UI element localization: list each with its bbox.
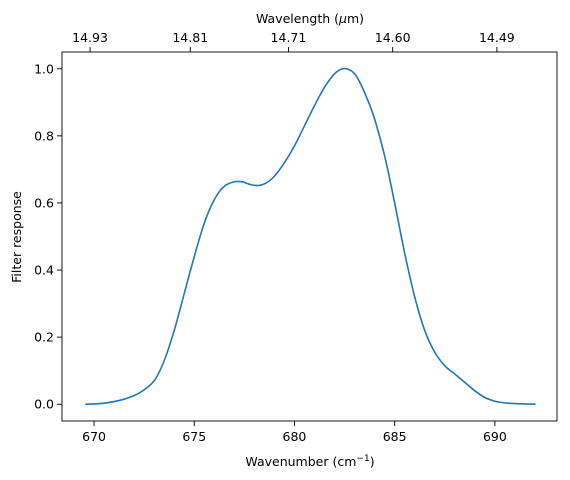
x-tick-label: 685 — [383, 429, 407, 444]
y-tick-label: 0.2 — [34, 330, 54, 345]
filter-response-line — [85, 67, 536, 406]
top-axis-title-mu: μ — [338, 11, 347, 26]
top-tick-label: 14.60 — [375, 30, 411, 45]
x-tick-label: 680 — [283, 429, 307, 444]
axes-frame — [61, 51, 558, 422]
y-tick-label: 0.6 — [34, 195, 54, 210]
top-axis-title: Wavelength (μm) — [256, 11, 364, 26]
top-tick-label: 14.49 — [479, 30, 515, 45]
x-axis-title-superscript: −1 — [356, 454, 369, 464]
y-tick-label: 0.0 — [34, 397, 54, 412]
x-axis-title: Wavenumber (cm−1) — [245, 454, 374, 469]
y-tick-label: 0.4 — [34, 263, 54, 278]
top-axis-title-end: m) — [347, 11, 364, 26]
curve-layer — [85, 67, 536, 406]
y-axis-ticks: 0.0 0.2 0.4 0.6 0.8 1.0 — [34, 61, 62, 412]
top-tick-label: 14.71 — [271, 30, 307, 45]
top-tick-label: 14.93 — [72, 30, 108, 45]
y-tick-label: 1.0 — [34, 61, 54, 76]
top-axis-title-text: Wavelength ( — [256, 11, 339, 26]
y-tick-label: 0.8 — [34, 128, 54, 143]
top-axis-ticks: 14.93 14.81 14.71 14.60 14.49 — [72, 30, 515, 52]
x-axis-title-text: Wavenumber (cm — [245, 454, 356, 469]
y-axis-title: Filter response — [9, 191, 24, 283]
x-tick-label: 690 — [483, 429, 507, 444]
x-tick-label: 670 — [82, 429, 106, 444]
x-axis-title-end: ) — [370, 454, 375, 469]
top-tick-label: 14.81 — [172, 30, 208, 45]
plot-area — [61, 51, 558, 422]
x-axis-ticks: 670 675 680 685 690 — [82, 421, 507, 444]
x-tick-label: 675 — [182, 429, 206, 444]
